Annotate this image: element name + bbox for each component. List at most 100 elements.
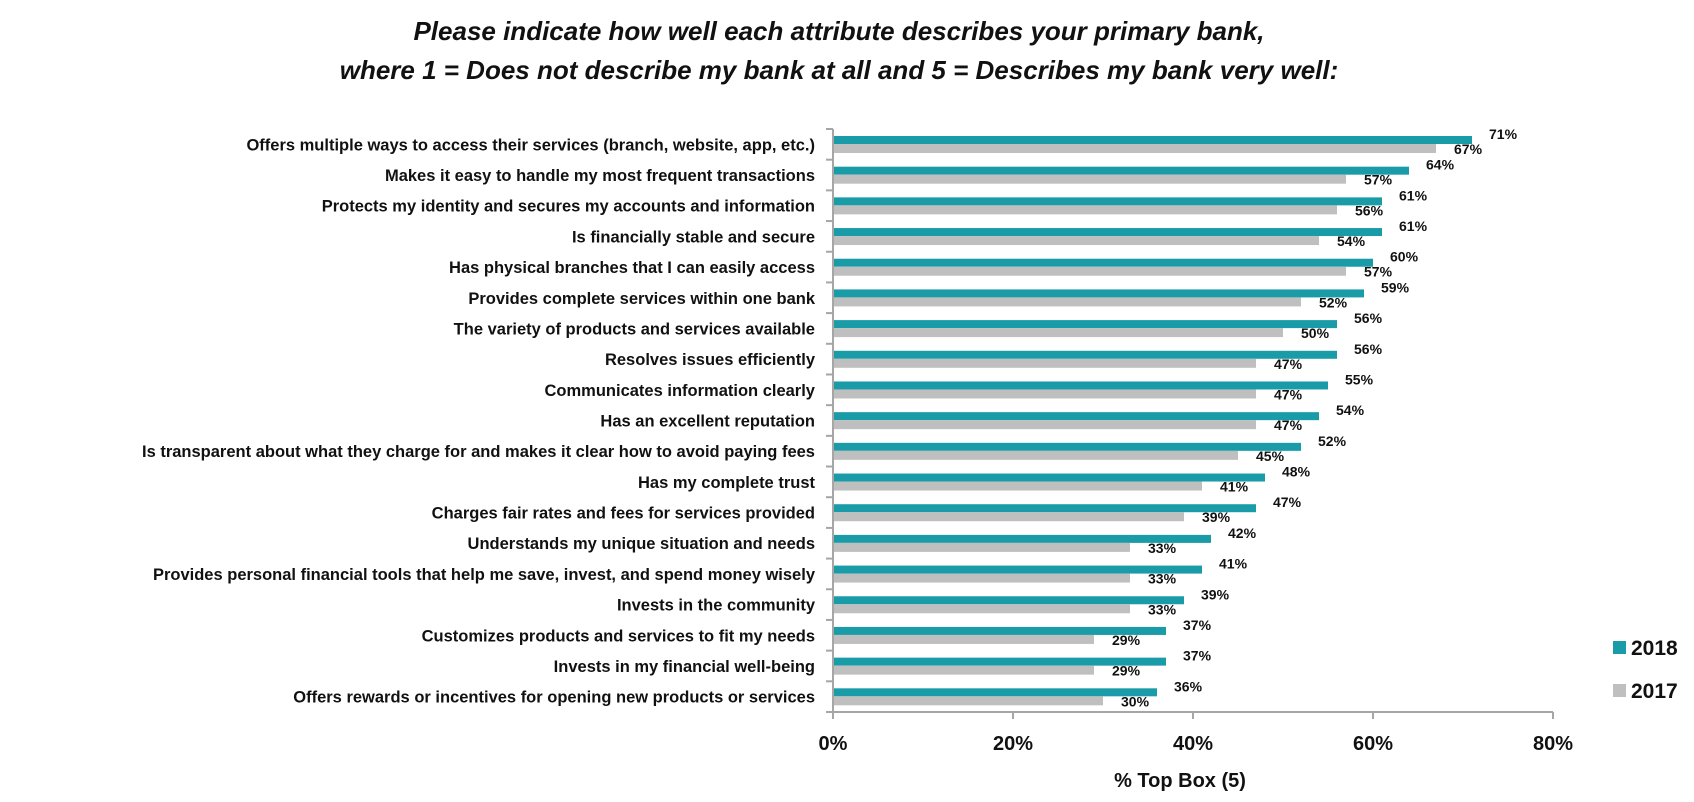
data-label-2018: 54% [1336, 402, 1365, 418]
bar-2017 [834, 604, 1130, 614]
bar-2018 [834, 504, 1256, 513]
bar-2017 [834, 542, 1130, 552]
x-tick-label: 80% [1533, 733, 1573, 755]
data-label-2018: 48% [1282, 464, 1311, 480]
data-label-2017: 39% [1202, 509, 1231, 525]
x-axis-title: % Top Box (5) [1114, 770, 1246, 792]
bar-2017 [834, 634, 1094, 644]
data-label-2017: 29% [1112, 632, 1141, 648]
category-label: Provides personal financial tools that h… [153, 566, 816, 584]
bar-2018 [834, 197, 1382, 206]
bar-2018 [834, 657, 1166, 666]
bar-2018 [834, 166, 1409, 175]
bar-2017 [834, 512, 1184, 522]
category-label: Makes it easy to handle my most frequent… [385, 167, 815, 185]
x-tick-label: 20% [993, 733, 1033, 755]
bar-2018 [834, 350, 1337, 359]
data-label-2018: 59% [1381, 279, 1410, 295]
data-label-2018: 52% [1318, 433, 1347, 449]
bar-2017 [834, 665, 1094, 675]
data-label-2018: 47% [1273, 494, 1302, 510]
bar-2018 [834, 258, 1373, 267]
bar-2018 [834, 289, 1364, 298]
data-label-2017: 30% [1121, 693, 1150, 709]
bar-2017 [834, 266, 1346, 276]
category-label: Has an excellent reputation [600, 413, 815, 431]
data-label-2018: 56% [1354, 341, 1383, 357]
bar-2018 [834, 534, 1211, 543]
legend-swatch-2018 [1613, 641, 1626, 654]
data-label-2018: 56% [1354, 310, 1383, 326]
bar-2018 [834, 381, 1328, 390]
data-label-2017: 33% [1148, 540, 1177, 556]
data-label-2017: 47% [1274, 356, 1303, 372]
bar-2017 [834, 174, 1346, 184]
legend-label-2017: 2017 [1631, 680, 1678, 703]
bar-2017 [834, 420, 1256, 430]
data-label-2017: 52% [1319, 294, 1348, 310]
data-label-2018: 64% [1426, 157, 1455, 173]
bar-2018 [834, 565, 1202, 574]
category-label: Offers multiple ways to access their ser… [246, 136, 815, 154]
x-tick-label: 60% [1353, 733, 1393, 755]
category-label: Has my complete trust [638, 474, 815, 492]
category-label: Invests in my financial well-being [554, 658, 815, 676]
category-label: Offers rewards or incentives for opening… [293, 689, 815, 707]
bar-2018 [834, 136, 1472, 144]
data-label-2017: 50% [1301, 325, 1330, 341]
bar-2018 [834, 320, 1337, 329]
bar-2018 [834, 626, 1166, 635]
bar-2017 [834, 389, 1256, 399]
x-tick-label: 0% [819, 733, 848, 755]
data-label-2018: 37% [1183, 617, 1212, 633]
bar-2017 [834, 144, 1436, 153]
bar-2017 [834, 450, 1238, 460]
legend-swatch-2017 [1613, 684, 1626, 697]
category-label: Is transparent about what they charge fo… [142, 443, 815, 461]
data-label-2017: 67% [1454, 141, 1483, 157]
bar-2017 [834, 328, 1283, 338]
data-label-2017: 45% [1256, 448, 1285, 464]
data-label-2018: 36% [1174, 678, 1203, 694]
data-label-2017: 47% [1274, 386, 1303, 402]
data-label-2017: 33% [1148, 601, 1177, 617]
bar-2017 [834, 205, 1337, 215]
bar-2017 [834, 297, 1301, 307]
category-label: Communicates information clearly [545, 382, 816, 400]
data-label-2018: 61% [1399, 187, 1428, 203]
data-label-2017: 33% [1148, 571, 1177, 587]
data-label-2018: 61% [1399, 218, 1428, 234]
data-label-2018: 60% [1390, 249, 1419, 265]
data-label-2017: 54% [1337, 233, 1366, 249]
category-label: Understands my unique situation and need… [468, 535, 815, 553]
data-label-2018: 41% [1219, 556, 1248, 572]
bar-2017 [834, 696, 1103, 706]
data-label-2018: 55% [1345, 371, 1374, 387]
data-label-2018: 39% [1201, 586, 1230, 602]
bar-2018 [834, 228, 1382, 237]
bar-2017 [834, 236, 1319, 246]
bar-2018 [834, 442, 1301, 451]
category-label: Resolves issues efficiently [605, 351, 816, 369]
bar-2017 [834, 358, 1256, 368]
chart-title-line-1: Please indicate how well each attribute … [413, 16, 1265, 46]
category-label: Is financially stable and secure [572, 228, 815, 246]
data-label-2017: 29% [1112, 663, 1141, 679]
data-label-2017: 41% [1220, 479, 1249, 495]
bar-2018 [834, 688, 1157, 697]
data-label-2017: 47% [1274, 417, 1303, 433]
data-label-2018: 71% [1489, 126, 1518, 142]
category-label: Protects my identity and secures my acco… [322, 198, 815, 216]
category-label: The variety of products and services ava… [454, 320, 815, 338]
chart-title-line-2: where 1 = Does not describe my bank at a… [339, 55, 1339, 85]
category-label: Has physical branches that I can easily … [449, 259, 815, 277]
category-label: Customizes products and services to fit … [422, 627, 815, 645]
bar-2018 [834, 412, 1319, 421]
data-label-2018: 37% [1183, 648, 1212, 664]
data-label-2017: 56% [1355, 202, 1384, 218]
category-label: Charges fair rates and fees for services… [432, 505, 815, 523]
bar-2017 [834, 573, 1130, 583]
bar-2017 [834, 481, 1202, 491]
legend-label-2018: 2018 [1631, 637, 1678, 660]
